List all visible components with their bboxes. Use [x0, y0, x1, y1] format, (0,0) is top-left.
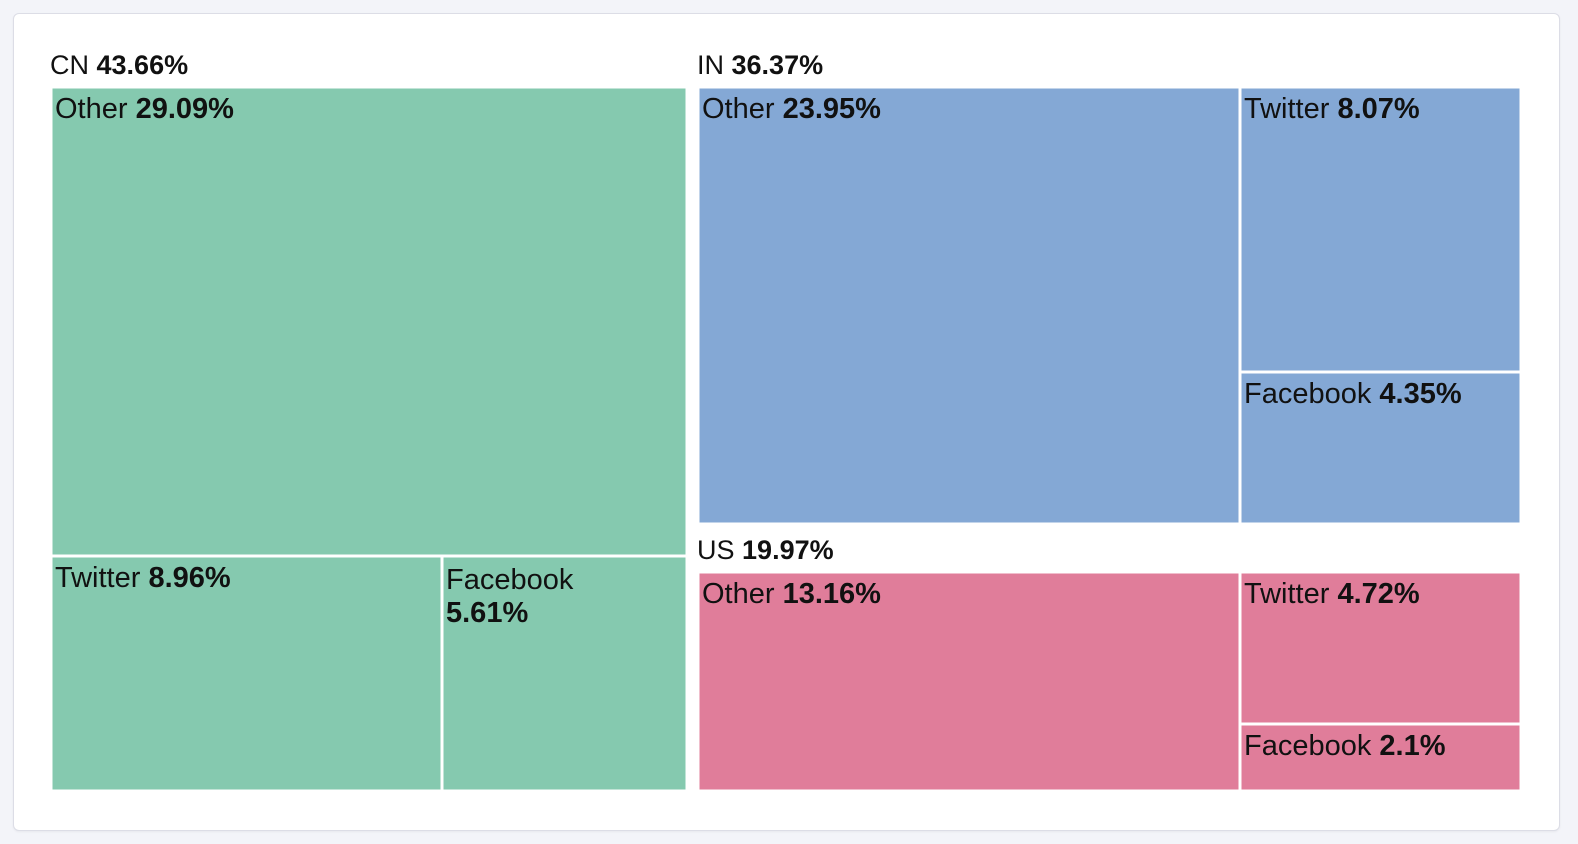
cell-value-cn-other: 29.09%: [136, 93, 235, 125]
treemap-group-cn: CN 43.66% Other 29.09% Twitter 8.96% Facebo…: [49, 50, 689, 793]
treemap-cell-us-facebook[interactable]: [1238, 722, 1523, 793]
cell-value-us-twitter: 4.72%: [1337, 578, 1419, 610]
cell-value-in-facebook: 4.35%: [1379, 378, 1461, 410]
cell-label-in-other: Other 23.95%: [702, 93, 881, 125]
cell-label-in-facebook: Facebook 4.35%: [1244, 378, 1462, 410]
cell-label-us-facebook: Facebook 2.1%: [1244, 730, 1446, 762]
group-label-cn: CN 43.66%: [50, 50, 188, 80]
cell-label-in-twitter: Twitter 8.07%: [1244, 93, 1420, 125]
cell-value-us-other: 13.16%: [783, 578, 882, 610]
cell-value-cn-twitter: 8.96%: [148, 562, 230, 594]
treemap-group-us: US 19.97% Other 13.16% Twitter 4.72% Facebo…: [696, 535, 1523, 793]
treemap-cell-in-facebook[interactable]: [1238, 370, 1523, 526]
treemap-cell-in-twitter[interactable]: [1238, 85, 1523, 374]
treemap-cell-cn-facebook[interactable]: [440, 554, 689, 793]
treemap-cell-us-twitter[interactable]: [1238, 570, 1523, 726]
group-label-us: US 19.97%: [697, 535, 834, 565]
cell-label-cn-other: Other 29.09%: [55, 93, 234, 125]
cell-label-cn-facebook: Facebook: [446, 564, 574, 596]
treemap-cell-cn-twitter[interactable]: [49, 554, 444, 793]
cell-label-cn-twitter: Twitter 8.96%: [55, 562, 231, 594]
treemap-cell-cn-other[interactable]: [49, 85, 689, 558]
cell-label-us-other: Other 13.16%: [702, 578, 881, 610]
treemap-cell-in-other[interactable]: [696, 85, 1242, 526]
treemap-cell-us-other[interactable]: [696, 570, 1242, 793]
cell-value-cn-facebook: 5.61%: [446, 597, 528, 629]
group-label-in: IN 36.37%: [697, 50, 823, 80]
cell-label-us-twitter: Twitter 4.72%: [1244, 578, 1420, 610]
cell-value-in-twitter: 8.07%: [1337, 93, 1419, 125]
cell-value-in-other: 23.95%: [783, 93, 882, 125]
treemap-group-in: IN 36.37% Other 23.95% Twitter 8.07% Facebo…: [696, 50, 1523, 526]
cell-value-us-facebook: 2.1%: [1379, 730, 1445, 762]
